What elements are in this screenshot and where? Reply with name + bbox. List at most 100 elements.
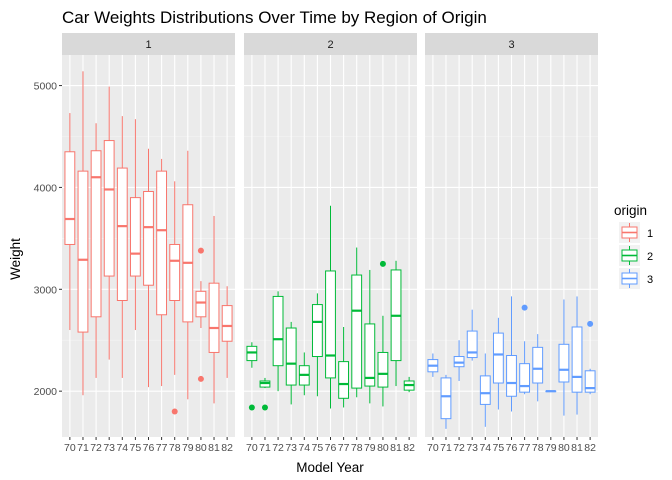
box-iqr — [440, 377, 452, 420]
y-tick-label-2000: 2000 — [34, 386, 58, 398]
box-3-71 — [440, 374, 452, 429]
box-1-70 — [64, 113, 76, 331]
x-tick-label-82: 82 — [221, 442, 233, 454]
box-2-79 — [364, 269, 376, 404]
box-3-70 — [427, 353, 439, 377]
box-iqr — [325, 270, 336, 379]
box-iqr — [519, 363, 531, 393]
legend-label-2: 2 — [647, 251, 653, 263]
box-iqr — [77, 170, 89, 333]
legend: origin 1 2 3 — [614, 203, 653, 289]
legend-label-1: 1 — [647, 228, 653, 240]
x-tick-label-74: 74 — [116, 442, 128, 454]
box-iqr — [90, 150, 102, 318]
outlier-point — [248, 404, 255, 411]
x-tick-label-75: 75 — [493, 442, 505, 454]
x-tick-label-80: 80 — [195, 442, 207, 454]
chart-title: Car Weights Distributions Over Time by R… — [62, 8, 487, 27]
box-iqr — [311, 304, 323, 358]
box-2-74 — [298, 352, 310, 396]
box-iqr — [156, 170, 168, 316]
facet-strip-label-3: 3 — [508, 39, 514, 51]
x-tick-label-77: 77 — [338, 442, 350, 454]
box-iqr — [103, 140, 115, 277]
box-1-72 — [90, 123, 102, 378]
x-axis-title: Model Year — [296, 460, 364, 475]
outlier-point — [379, 260, 386, 267]
box-1-79 — [182, 150, 194, 400]
box-2-78 — [351, 247, 363, 398]
box-1-74 — [116, 116, 128, 378]
box-2-82 — [403, 376, 415, 393]
x-tick-label-74: 74 — [479, 442, 491, 454]
box-iqr — [558, 343, 570, 383]
box-3-74 — [479, 353, 491, 427]
box-2-77 — [338, 326, 350, 408]
box-iqr — [466, 330, 478, 359]
box-iqr — [116, 167, 128, 301]
y-axis-title: Weight — [8, 238, 23, 280]
box-iqr — [492, 332, 504, 384]
x-tick-label-76: 76 — [143, 442, 155, 454]
box-2-76 — [325, 205, 336, 409]
x-tick-label-72: 72 — [453, 442, 465, 454]
box-iqr — [338, 361, 350, 399]
box-2-71 — [259, 377, 271, 411]
box-iqr — [479, 375, 491, 405]
x-tick-label-76: 76 — [325, 442, 337, 454]
x-tick-label-71: 71 — [259, 442, 271, 454]
box-3-73 — [466, 309, 478, 361]
legend-item-1: 1 — [619, 222, 653, 243]
box-1-77 — [156, 158, 168, 387]
box-3-72 — [453, 340, 465, 381]
box-1-75 — [129, 119, 141, 331]
box-iqr — [377, 351, 389, 388]
outlier-point — [197, 375, 204, 382]
x-tick-label-79: 79 — [364, 442, 376, 454]
outlier-point — [197, 247, 204, 254]
box-iqr — [195, 290, 207, 318]
x-tick-label-78: 78 — [169, 442, 181, 454]
box-2-75 — [311, 293, 323, 397]
x-tick-label-73: 73 — [103, 442, 115, 454]
box-iqr — [272, 295, 284, 367]
legend-title: origin — [614, 203, 647, 218]
box-iqr — [506, 355, 517, 397]
x-tick-label-81: 81 — [571, 442, 583, 454]
box-1-73 — [103, 86, 115, 360]
x-tick-label-74: 74 — [298, 442, 310, 454]
box-3-77 — [519, 304, 531, 395]
box-1-78 — [169, 181, 181, 415]
box-3-79 — [545, 390, 557, 393]
box-3-75 — [492, 317, 504, 410]
facet-strip-label-2: 2 — [327, 39, 333, 51]
box-3-78 — [532, 334, 544, 402]
box-iqr — [169, 243, 181, 301]
facet-strip-label-1: 1 — [145, 39, 151, 51]
x-tick-label-72: 72 — [272, 442, 284, 454]
facet-strip-1 — [62, 33, 235, 55]
legend-label-3: 3 — [647, 274, 653, 286]
x-tick-label-82: 82 — [584, 442, 596, 454]
x-tick-label-78: 78 — [532, 442, 544, 454]
x-tick-label-79: 79 — [182, 442, 194, 454]
box-2-70 — [246, 342, 258, 411]
x-tick-label-75: 75 — [130, 442, 142, 454]
box-3-76 — [506, 296, 517, 412]
facet-strip-2 — [244, 33, 417, 55]
x-tick-label-73: 73 — [466, 442, 478, 454]
x-tick-label-77: 77 — [519, 442, 531, 454]
box-2-80 — [377, 260, 389, 407]
y-tick-label-3000: 3000 — [34, 284, 58, 296]
x-tick-label-70: 70 — [64, 442, 76, 454]
box-iqr — [584, 370, 596, 393]
box-iqr — [285, 327, 297, 386]
box-3-80 — [558, 299, 570, 416]
outlier-point — [261, 404, 268, 411]
x-tick-label-73: 73 — [285, 442, 297, 454]
box-iqr — [532, 346, 544, 384]
box-1-76 — [143, 148, 154, 388]
box-1-71 — [77, 71, 89, 396]
box-iqr — [351, 274, 363, 389]
box-iqr — [208, 282, 220, 353]
